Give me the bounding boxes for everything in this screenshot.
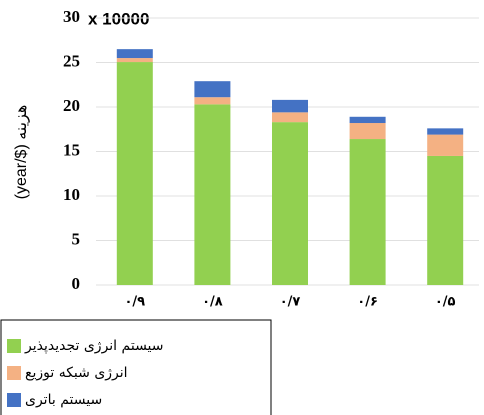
y-axis-label: هزینه ($/year) bbox=[13, 105, 30, 200]
y-tick-label: 0 bbox=[72, 274, 81, 293]
bar-segment bbox=[116, 62, 153, 286]
y-tick-label: 15 bbox=[63, 140, 80, 159]
y-tick-label: 30 bbox=[63, 7, 80, 26]
y-tick-label: 10 bbox=[63, 185, 80, 204]
x-tick-label: ۰/۸ bbox=[202, 295, 223, 310]
y-tick-label: 25 bbox=[63, 51, 80, 70]
x-tick-label: ۰/۵ bbox=[435, 295, 456, 310]
x-tick-label: ۰/۹ bbox=[124, 295, 145, 310]
bar-segment bbox=[194, 81, 231, 98]
bar-segment bbox=[427, 128, 464, 135]
legend-swatch bbox=[7, 339, 21, 353]
legend-box bbox=[0, 319, 272, 415]
bar-segment bbox=[349, 139, 386, 285]
x-tick-label: ۰/۶ bbox=[357, 295, 378, 310]
bar-segment bbox=[349, 123, 386, 140]
bar-segment bbox=[272, 99, 308, 113]
bar-segment bbox=[272, 122, 308, 285]
bar-segment bbox=[116, 58, 153, 63]
bar-segment bbox=[427, 155, 464, 285]
bar-segment bbox=[194, 104, 231, 285]
legend-label: سیستم باتری bbox=[25, 392, 102, 408]
legend-swatch bbox=[7, 393, 21, 407]
bar-segment bbox=[116, 49, 153, 59]
x-tick-label: ۰/۷ bbox=[280, 295, 301, 310]
annotation: x 10000 bbox=[88, 9, 149, 28]
legend-label: انرژی شبکه توزیع bbox=[25, 365, 128, 381]
y-tick-label: 20 bbox=[63, 96, 80, 115]
bar-segment bbox=[427, 134, 464, 156]
bar-segment bbox=[272, 112, 308, 123]
bar-segment bbox=[194, 97, 231, 105]
legend-swatch bbox=[7, 366, 21, 380]
bar-segment bbox=[349, 116, 386, 124]
legend-label: سیستم انرژی تجدیدپذیر bbox=[24, 338, 164, 354]
y-tick-label: 5 bbox=[72, 229, 81, 248]
